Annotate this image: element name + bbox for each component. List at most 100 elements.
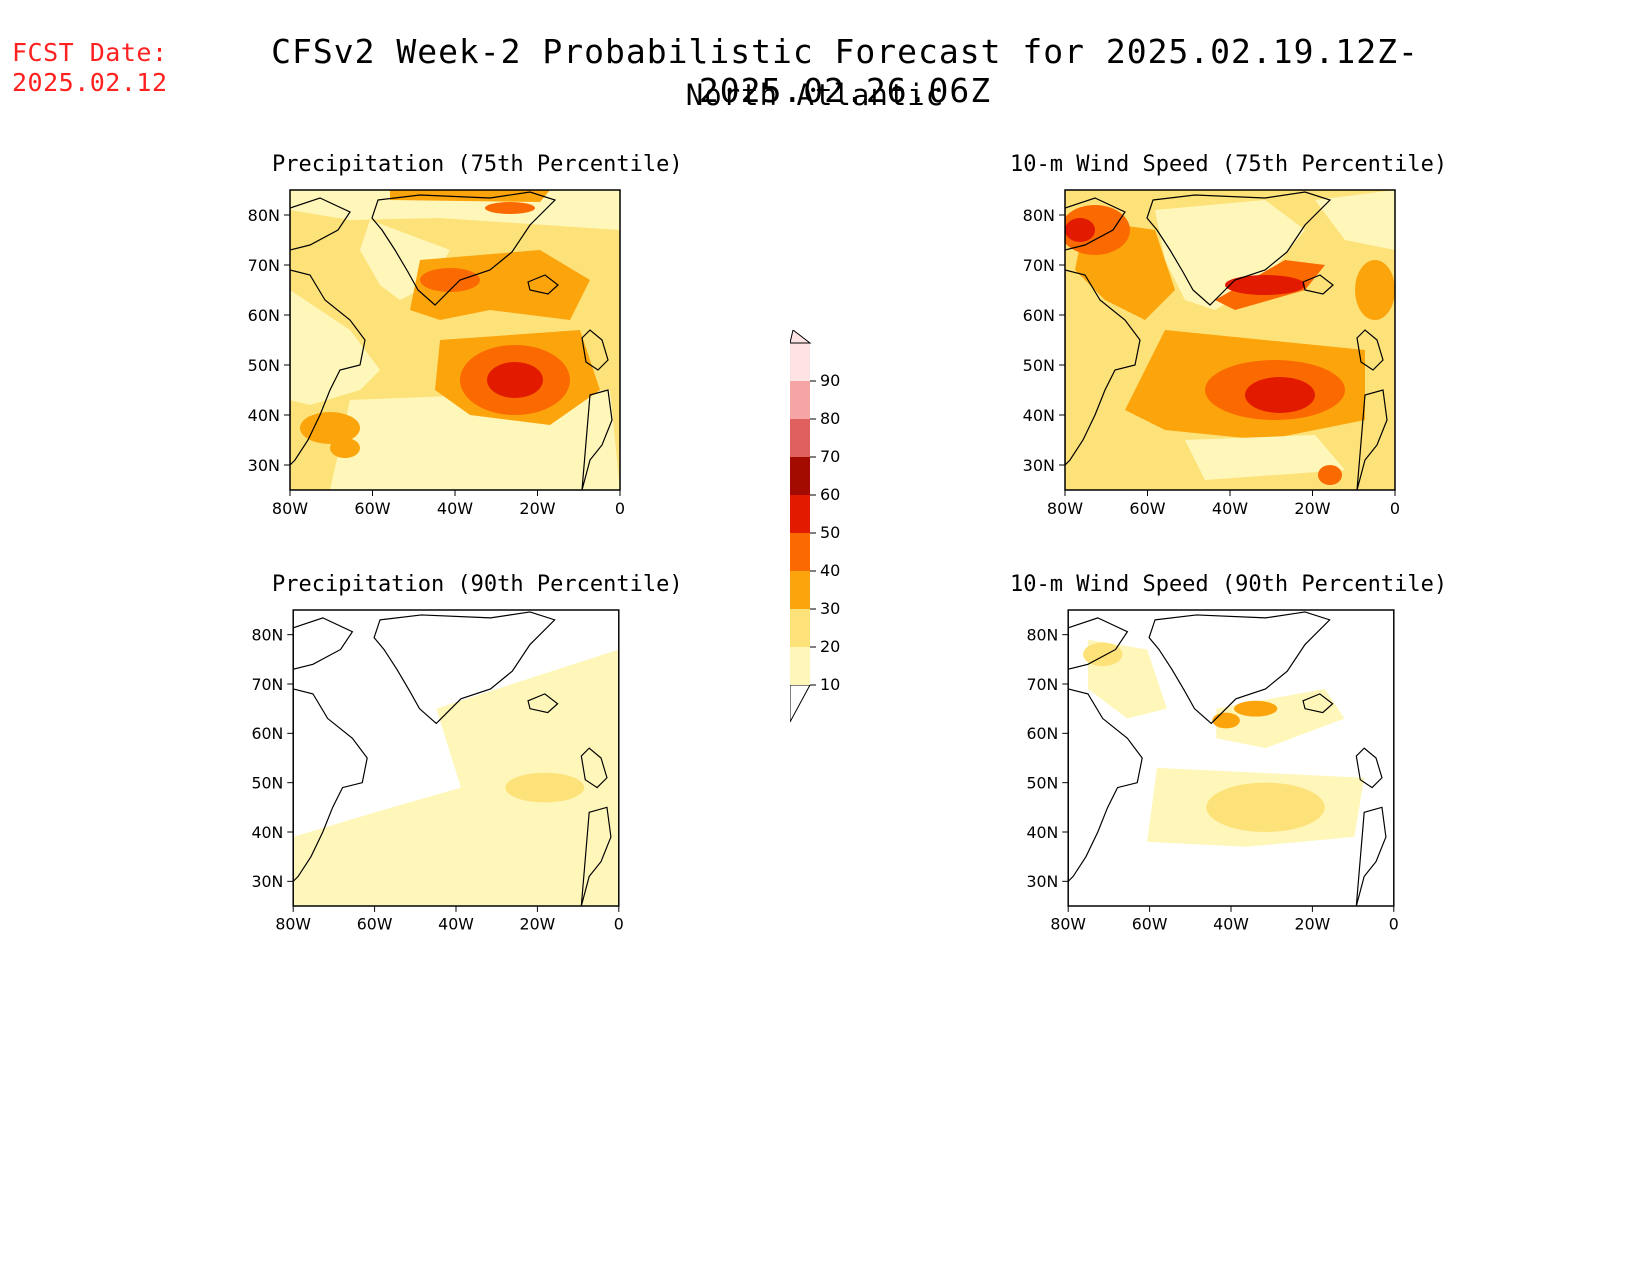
- lat-tick-label: 80N: [1026, 626, 1058, 645]
- lat-tick-label: 30N: [248, 456, 280, 475]
- shade-2: [330, 438, 360, 458]
- colorbar-box: [790, 533, 810, 571]
- lon-tick-label: 80W: [1050, 915, 1086, 934]
- shade-2: [1355, 260, 1395, 320]
- forecast-date-label: FCST Date:: [12, 38, 168, 67]
- lat-tick-label: 30N: [1023, 456, 1055, 475]
- coastline: [1148, 611, 1331, 725]
- shade-0: [290, 290, 380, 405]
- shade-3: [1318, 465, 1342, 485]
- shade-0: [1315, 190, 1395, 250]
- lon-tick-label: 0: [614, 915, 624, 934]
- panel-title-precip-90: Precipitation (90th Percentile): [272, 572, 683, 597]
- shade-0: [1185, 435, 1345, 480]
- coastline: [1355, 806, 1387, 906]
- lat-tick-label: 80N: [251, 626, 283, 645]
- shade-2: [390, 190, 550, 202]
- map-wind-90: 80N 70N 60N 50N 40N 30N 80W 60W 40W 20W 0: [1026, 609, 1399, 934]
- lon-tick-label: 40W: [437, 499, 473, 518]
- colorbar-box: [790, 495, 810, 533]
- colorbar-box: [790, 457, 810, 495]
- shade-3: [1065, 205, 1130, 255]
- coastline: [1356, 389, 1388, 490]
- coastline: [1302, 274, 1334, 295]
- lat-tick-label: 80N: [1023, 206, 1055, 225]
- colorbar-label: 10: [820, 675, 840, 694]
- coastline: [1146, 191, 1332, 306]
- shade-3: [420, 268, 480, 292]
- panel-title-precip-75: Precipitation (75th Percentile): [272, 152, 683, 177]
- coastline: [373, 611, 556, 725]
- lat-tick-label: 60N: [1026, 724, 1058, 743]
- shade-0: [1155, 200, 1305, 310]
- lat-tick-label: 70N: [1023, 256, 1055, 275]
- coastline: [527, 274, 559, 295]
- lon-tick-label: 0: [1390, 499, 1400, 518]
- lat-tick-label: 40N: [251, 823, 283, 842]
- coastline: [580, 747, 608, 789]
- coastline: [371, 191, 557, 306]
- shade-4: [487, 362, 543, 398]
- shade-2: [1233, 700, 1278, 717]
- lat-tick-label: 30N: [1026, 872, 1058, 891]
- colorbar-label: 20: [820, 637, 840, 656]
- colorbar-lower-triangle: [790, 684, 811, 723]
- coastline: [1065, 197, 1126, 251]
- coastline: [580, 806, 612, 906]
- lon-tick-label: 20W: [519, 499, 555, 518]
- lon-tick-label: 60W: [357, 915, 393, 934]
- coastline: [1068, 688, 1143, 883]
- lat-tick-label: 30N: [251, 872, 283, 891]
- coastline: [1356, 329, 1384, 371]
- lon-tick-label: 40W: [438, 915, 474, 934]
- colorbar-box: [790, 419, 810, 457]
- shade-0: [293, 649, 619, 906]
- lat-tick-label: 50N: [1023, 356, 1055, 375]
- lon-tick-label: 20W: [520, 915, 556, 934]
- shade-4: [1245, 377, 1315, 413]
- coastline: [293, 617, 354, 670]
- colorbar-box: [790, 343, 810, 381]
- lon-tick-label: 80W: [275, 915, 311, 934]
- figure-title: CFSv2 Week-2 Probabilistic Forecast for …: [271, 32, 1419, 110]
- lat-tick-label: 60N: [251, 724, 283, 743]
- coastline: [1065, 269, 1141, 466]
- shade-1: [505, 772, 585, 803]
- shade-4: [1225, 275, 1305, 295]
- lon-tick-label: 0: [1389, 915, 1399, 934]
- lon-tick-label: 40W: [1213, 915, 1249, 934]
- colorbar-label: 50: [820, 523, 840, 542]
- lat-tick-label: 70N: [248, 256, 280, 275]
- lon-tick-label: 80W: [1047, 499, 1083, 518]
- map-precip-90: 80N 70N 60N 50N 40N 30N 80W 60W 40W 20W 0: [251, 609, 624, 934]
- coastline: [1355, 747, 1383, 789]
- lat-tick-label: 80N: [248, 206, 280, 225]
- coastline: [293, 688, 368, 883]
- lat-tick-label: 50N: [1026, 774, 1058, 793]
- shade-2: [410, 250, 590, 320]
- colorbar-label: 70: [820, 447, 840, 466]
- colorbar-upper-triangle: [790, 330, 812, 344]
- figure-subtitle: North Atlantic: [685, 78, 945, 112]
- colorbar-label: 60: [820, 485, 840, 504]
- forecast-date-block: FCST Date: 2025.02.12: [12, 38, 168, 98]
- colorbar-box: [790, 571, 810, 609]
- coastline: [527, 693, 559, 714]
- lon-tick-label: 0: [615, 499, 625, 518]
- lon-tick-label: 20W: [1295, 915, 1331, 934]
- colorbar-box: [790, 647, 810, 685]
- lon-tick-label: 60W: [1129, 499, 1165, 518]
- coastline: [290, 269, 366, 466]
- colorbar-label: 40: [820, 561, 840, 580]
- panel-title-wind-90: 10-m Wind Speed (90th Percentile): [1010, 572, 1448, 597]
- coastline: [1302, 693, 1334, 714]
- coastline: [581, 329, 609, 371]
- coastline: [581, 389, 613, 490]
- forecast-date-value: 2025.02.12: [12, 68, 168, 97]
- panel-title-wind-75: 10-m Wind Speed (75th Percentile): [1010, 152, 1448, 177]
- shade-1: [1083, 642, 1123, 667]
- shade-2: [1212, 712, 1240, 729]
- lat-tick-label: 70N: [1026, 675, 1058, 694]
- map-precip-75: 80N 70N 60N 50N 40N 30N 80W 60W 40W 20W 0: [248, 189, 625, 518]
- lat-tick-label: 50N: [248, 356, 280, 375]
